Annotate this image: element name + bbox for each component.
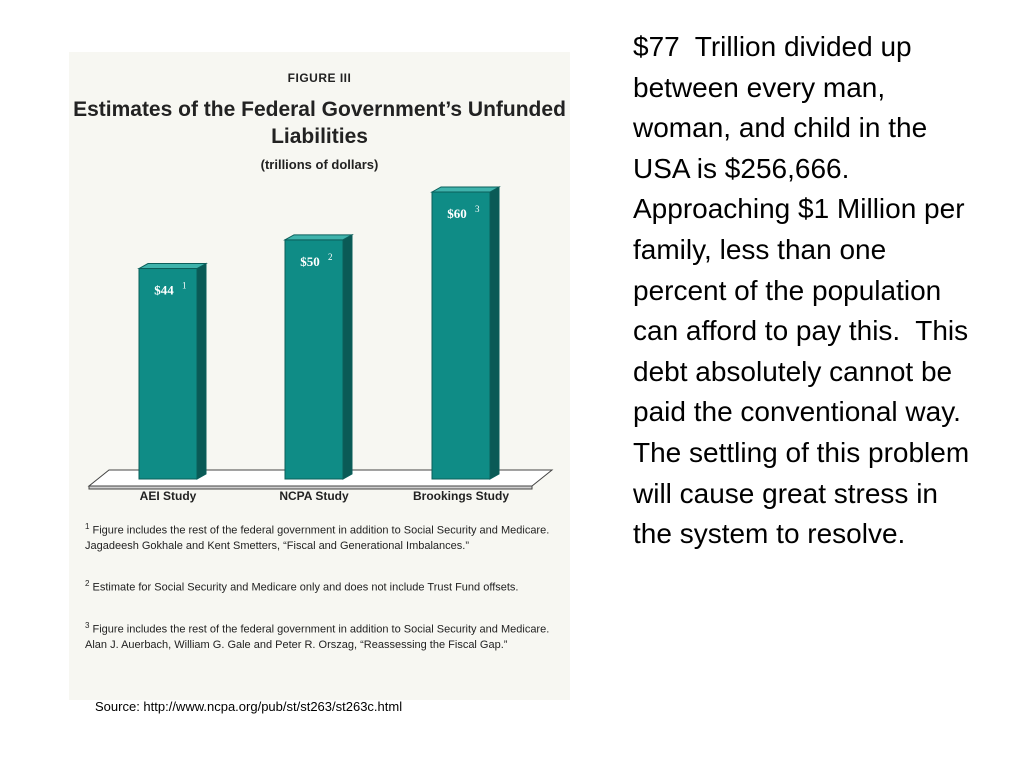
chart-floor-edge xyxy=(88,485,533,490)
chart-title: Estimates of the Federal Government’s Un… xyxy=(73,98,566,148)
category-label-3: Brookings Study xyxy=(413,489,509,503)
category-label-1: AEI Study xyxy=(140,489,197,503)
bar-1-side xyxy=(196,262,207,480)
footnote-2-number: 2 xyxy=(85,579,90,588)
footnote-1-text: Figure includes the rest of the federal … xyxy=(85,524,550,552)
footnote-3-text: Figure includes the rest of the federal … xyxy=(85,623,550,651)
data-label-2: $50 xyxy=(300,254,320,269)
bar-1 xyxy=(138,268,198,480)
data-label-1: $44 xyxy=(154,283,174,298)
figure-panel: FIGURE III Estimates of the Federal Gove… xyxy=(69,52,570,700)
body-text: $77 Trillion divided up between every ma… xyxy=(633,31,977,550)
bar-3 xyxy=(431,191,491,480)
footnote-2: 2 Estimate for Social Security and Medic… xyxy=(85,576,555,596)
category-label-2: NCPA Study xyxy=(279,489,349,503)
bar-2-side xyxy=(342,233,353,480)
data-label-3: $60 xyxy=(447,206,467,221)
bar-1-top xyxy=(137,263,208,270)
bar-2 xyxy=(284,239,344,480)
footnote-1: 1 Figure includes the rest of the federa… xyxy=(85,519,555,554)
figure-label: FIGURE III xyxy=(287,71,352,85)
footnote-2-text: Estimate for Social Security and Medicar… xyxy=(92,581,519,594)
footnote-1-number: 1 xyxy=(85,522,90,531)
bar-3-side xyxy=(489,186,500,480)
bar-3-top xyxy=(430,186,501,193)
bar-2-top xyxy=(283,234,354,241)
footnote-3: 3 Figure includes the rest of the federa… xyxy=(85,618,555,653)
data-label-1-footnote-mark: 1 xyxy=(182,281,187,291)
data-label-3-footnote-mark: 3 xyxy=(475,204,480,214)
bar-chart: $44 1 AEI Study $50 2 NCPA Study $60 3 Brookings… xyxy=(87,186,554,503)
source-citation: Source: http://www.ncpa.org/pub/st/st263… xyxy=(95,699,403,714)
data-label-2-footnote-mark: 2 xyxy=(328,252,333,262)
footnote-3-number: 3 xyxy=(85,621,90,630)
chart-subtitle: (trillions of dollars) xyxy=(260,157,379,172)
